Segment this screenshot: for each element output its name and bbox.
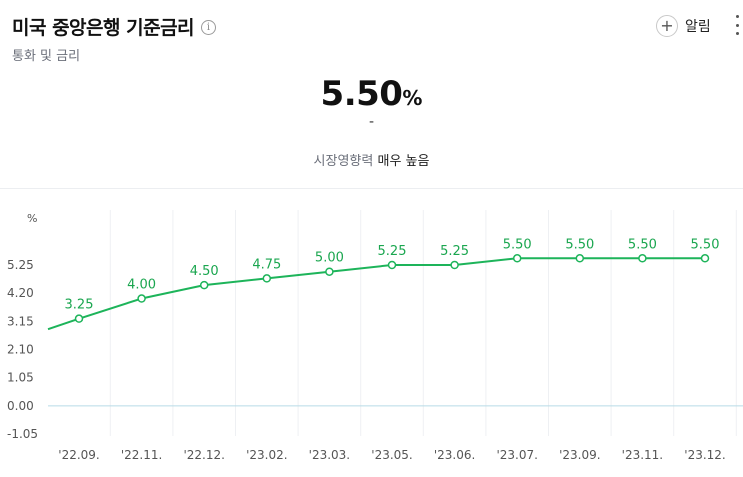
data-label: 5.50 (565, 237, 594, 252)
data-label: 5.00 (315, 251, 344, 266)
influence-level: 매우 높음 (377, 154, 430, 169)
data-label: 4.75 (252, 257, 281, 272)
data-point (575, 254, 585, 263)
data-label: 5.50 (503, 237, 532, 252)
rate-change: - (368, 114, 375, 130)
x-tick-label: '23.12. (684, 448, 725, 462)
plus-icon: + (656, 15, 678, 37)
series-line (47, 257, 705, 331)
x-tick-label: '23.03. (309, 448, 350, 462)
market-influence: 시장영향력 매우 높음 (0, 150, 743, 169)
header: 미국 중앙은행 기준금리 i 통화 및 금리 + 알림 (0, 0, 743, 70)
y-tick-label: 0.00 (7, 399, 34, 413)
y-unit-label: % (27, 212, 37, 225)
data-point (450, 260, 459, 270)
rate-value: 5.50 (320, 74, 403, 114)
info-icon[interactable]: i (201, 20, 216, 35)
rate-chart: % 5.25 4.20 3.15 2.10 1.05 0.00 -1.05 '22.09. '22… (0, 190, 743, 473)
data-point (74, 314, 84, 323)
data-label: 3.25 (65, 298, 94, 313)
data-label: 4.00 (127, 278, 156, 293)
x-tick-label: '23.07. (496, 448, 537, 462)
y-tick-label: 3.15 (7, 314, 34, 328)
data-label: 5.50 (628, 237, 657, 252)
x-tick-label: '23.11. (622, 448, 663, 462)
rate-unit: % (402, 86, 423, 110)
data-label: 4.50 (190, 264, 219, 279)
data-point (700, 254, 710, 263)
y-tick-label: -1.05 (7, 427, 38, 441)
data-point (199, 280, 209, 290)
data-point (137, 294, 146, 303)
alarm-button[interactable]: + 알림 (656, 14, 711, 38)
category-subtitle[interactable]: 통화 및 금리 (12, 49, 81, 64)
divider (0, 188, 743, 189)
influence-label: 시장영향력 (313, 154, 374, 169)
data-point (387, 260, 397, 270)
x-tick-label: '22.12. (183, 448, 224, 462)
data-label: 5.25 (378, 244, 407, 259)
alarm-label: 알림 (685, 19, 711, 35)
data-label: 5.25 (440, 244, 469, 259)
x-tick-label: '23.05. (371, 448, 412, 462)
data-point (638, 254, 647, 263)
current-rate: 5.50% (0, 74, 743, 114)
rate-chart-svg: % 5.25 4.20 3.15 2.10 1.05 0.00 -1.05 '22.09. '22… (7, 210, 743, 462)
data-point (325, 267, 334, 276)
y-tick-label: 5.25 (7, 258, 34, 272)
data-point (512, 254, 522, 263)
y-tick-label: 2.10 (7, 343, 34, 357)
x-tick-label: '22.09. (58, 448, 99, 462)
more-vertical-icon[interactable] (735, 15, 739, 35)
x-tick-label: '23.09. (559, 448, 600, 462)
data-point (262, 274, 272, 283)
y-tick-label: 4.20 (7, 286, 34, 300)
y-tick-label: 1.05 (7, 371, 34, 385)
x-tick-label: '23.02. (246, 448, 287, 462)
x-tick-label: '23.06. (434, 448, 475, 462)
x-tick-label: '22.11. (121, 448, 162, 462)
page-title: 미국 중앙은행 기준금리 (12, 17, 195, 39)
data-label: 5.50 (691, 237, 720, 252)
